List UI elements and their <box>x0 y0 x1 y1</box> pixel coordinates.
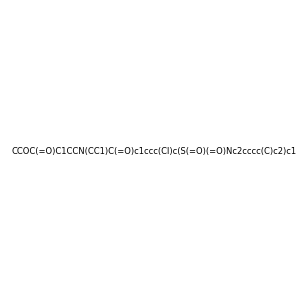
Text: CCOC(=O)C1CCN(CC1)C(=O)c1ccc(Cl)c(S(=O)(=O)Nc2cccc(C)c2)c1: CCOC(=O)C1CCN(CC1)C(=O)c1ccc(Cl)c(S(=O)(… <box>11 147 296 156</box>
